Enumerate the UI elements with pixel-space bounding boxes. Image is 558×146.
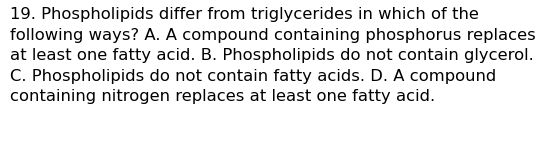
Text: 19. Phospholipids differ from triglycerides in which of the
following ways? A. A: 19. Phospholipids differ from triglyceri…	[10, 7, 536, 104]
